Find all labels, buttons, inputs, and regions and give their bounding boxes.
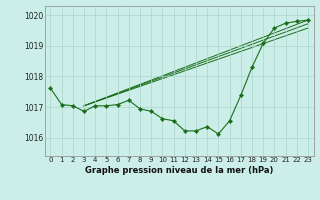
X-axis label: Graphe pression niveau de la mer (hPa): Graphe pression niveau de la mer (hPa) — [85, 166, 273, 175]
